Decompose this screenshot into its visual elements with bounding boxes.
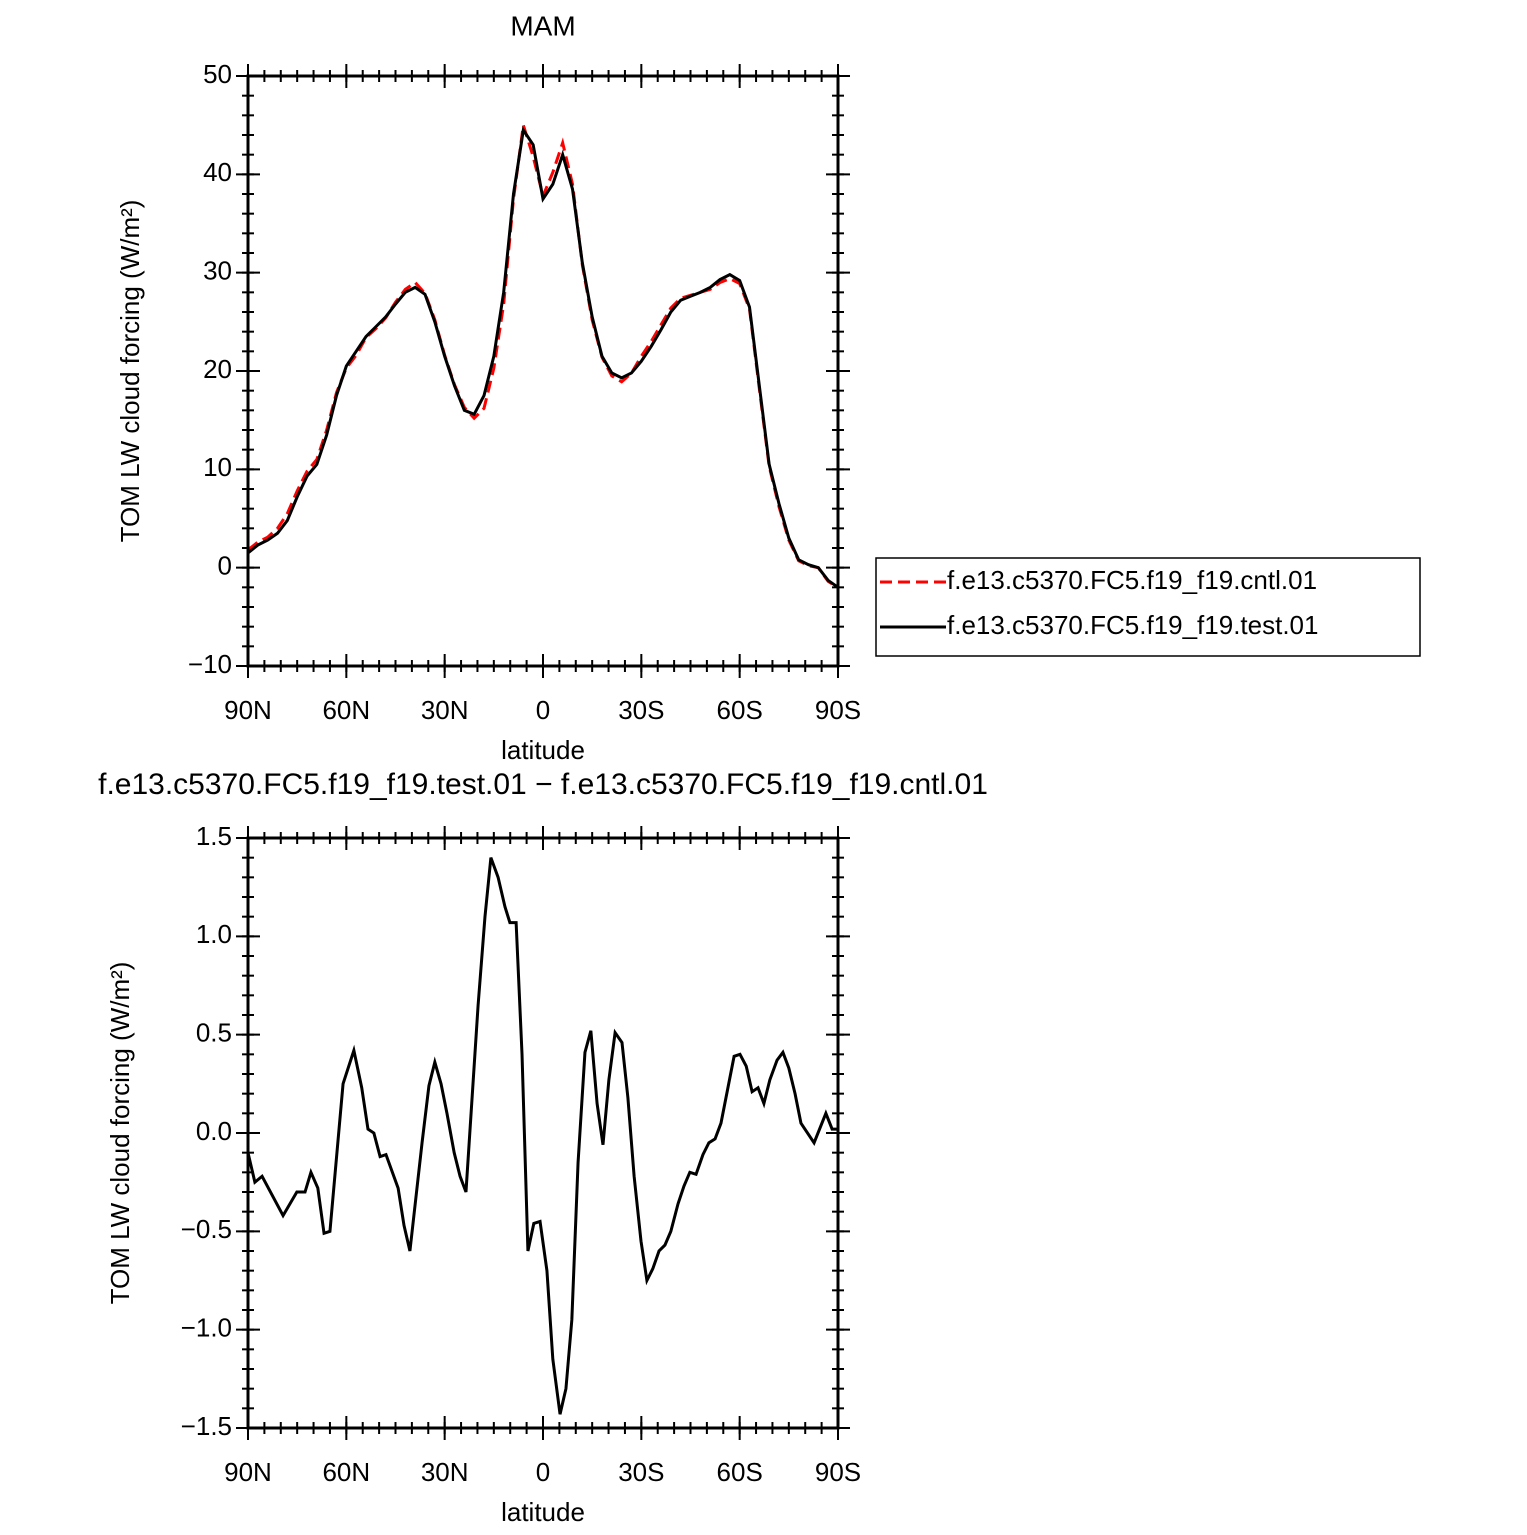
x-tick-label: 30S: [618, 1457, 664, 1487]
legend-box: [875, 557, 1421, 657]
y-tick-label: 30: [203, 256, 232, 286]
x-tick-label: 60S: [717, 1457, 763, 1487]
data-line: [247, 126, 839, 589]
x-tick-label: 90S: [815, 695, 861, 725]
x-tick-label: 30N: [421, 695, 469, 725]
x-axis-label: latitude: [501, 1497, 585, 1527]
plot-frame: [246, 836, 840, 1430]
y-axis-label: TOM LW cloud forcing (W/m²): [115, 200, 145, 543]
chart-title: MAM: [510, 10, 575, 41]
y-tick-label: 40: [203, 157, 232, 187]
y-tick-label: −0.5: [181, 1214, 232, 1244]
y-tick-label: 1.5: [196, 821, 232, 851]
y-tick-label: 0: [218, 551, 232, 581]
y-tick-label: 20: [203, 354, 232, 384]
x-tick-label: 30N: [421, 1457, 469, 1487]
x-tick-label: 60S: [717, 695, 763, 725]
y-tick-label: 0.0: [196, 1116, 232, 1146]
plot-frame: [246, 74, 840, 668]
data-line: [246, 857, 838, 1415]
y-tick-label: 10: [203, 452, 232, 482]
y-tick-label: −10: [188, 649, 232, 679]
x-tick-label: 90N: [224, 695, 272, 725]
chart-title: f.e13.c5370.FC5.f19_f19.test.01 − f.e13.…: [98, 768, 988, 801]
x-tick-label: 30S: [618, 695, 664, 725]
x-tick-label: 60N: [322, 695, 370, 725]
y-tick-label: −1.5: [181, 1411, 232, 1441]
y-tick-label: 50: [203, 59, 232, 89]
x-tick-label: 60N: [322, 1457, 370, 1487]
x-tick-label: 90N: [224, 1457, 272, 1487]
y-tick-label: −1.0: [181, 1313, 232, 1343]
x-tick-label: 0: [536, 1457, 550, 1487]
x-axis-label: latitude: [501, 735, 585, 765]
y-tick-label: 0.5: [196, 1018, 232, 1048]
y-tick-label: 1.0: [196, 919, 232, 949]
legend-label: f.e13.c5370.FC5.f19_f19.cntl.01: [947, 565, 1317, 595]
x-tick-label: 90S: [815, 1457, 861, 1487]
legend-label: f.e13.c5370.FC5.f19_f19.test.01: [947, 610, 1318, 640]
x-tick-label: 0: [536, 695, 550, 725]
y-axis-label: TOM LW cloud forcing (W/m²): [105, 962, 135, 1305]
